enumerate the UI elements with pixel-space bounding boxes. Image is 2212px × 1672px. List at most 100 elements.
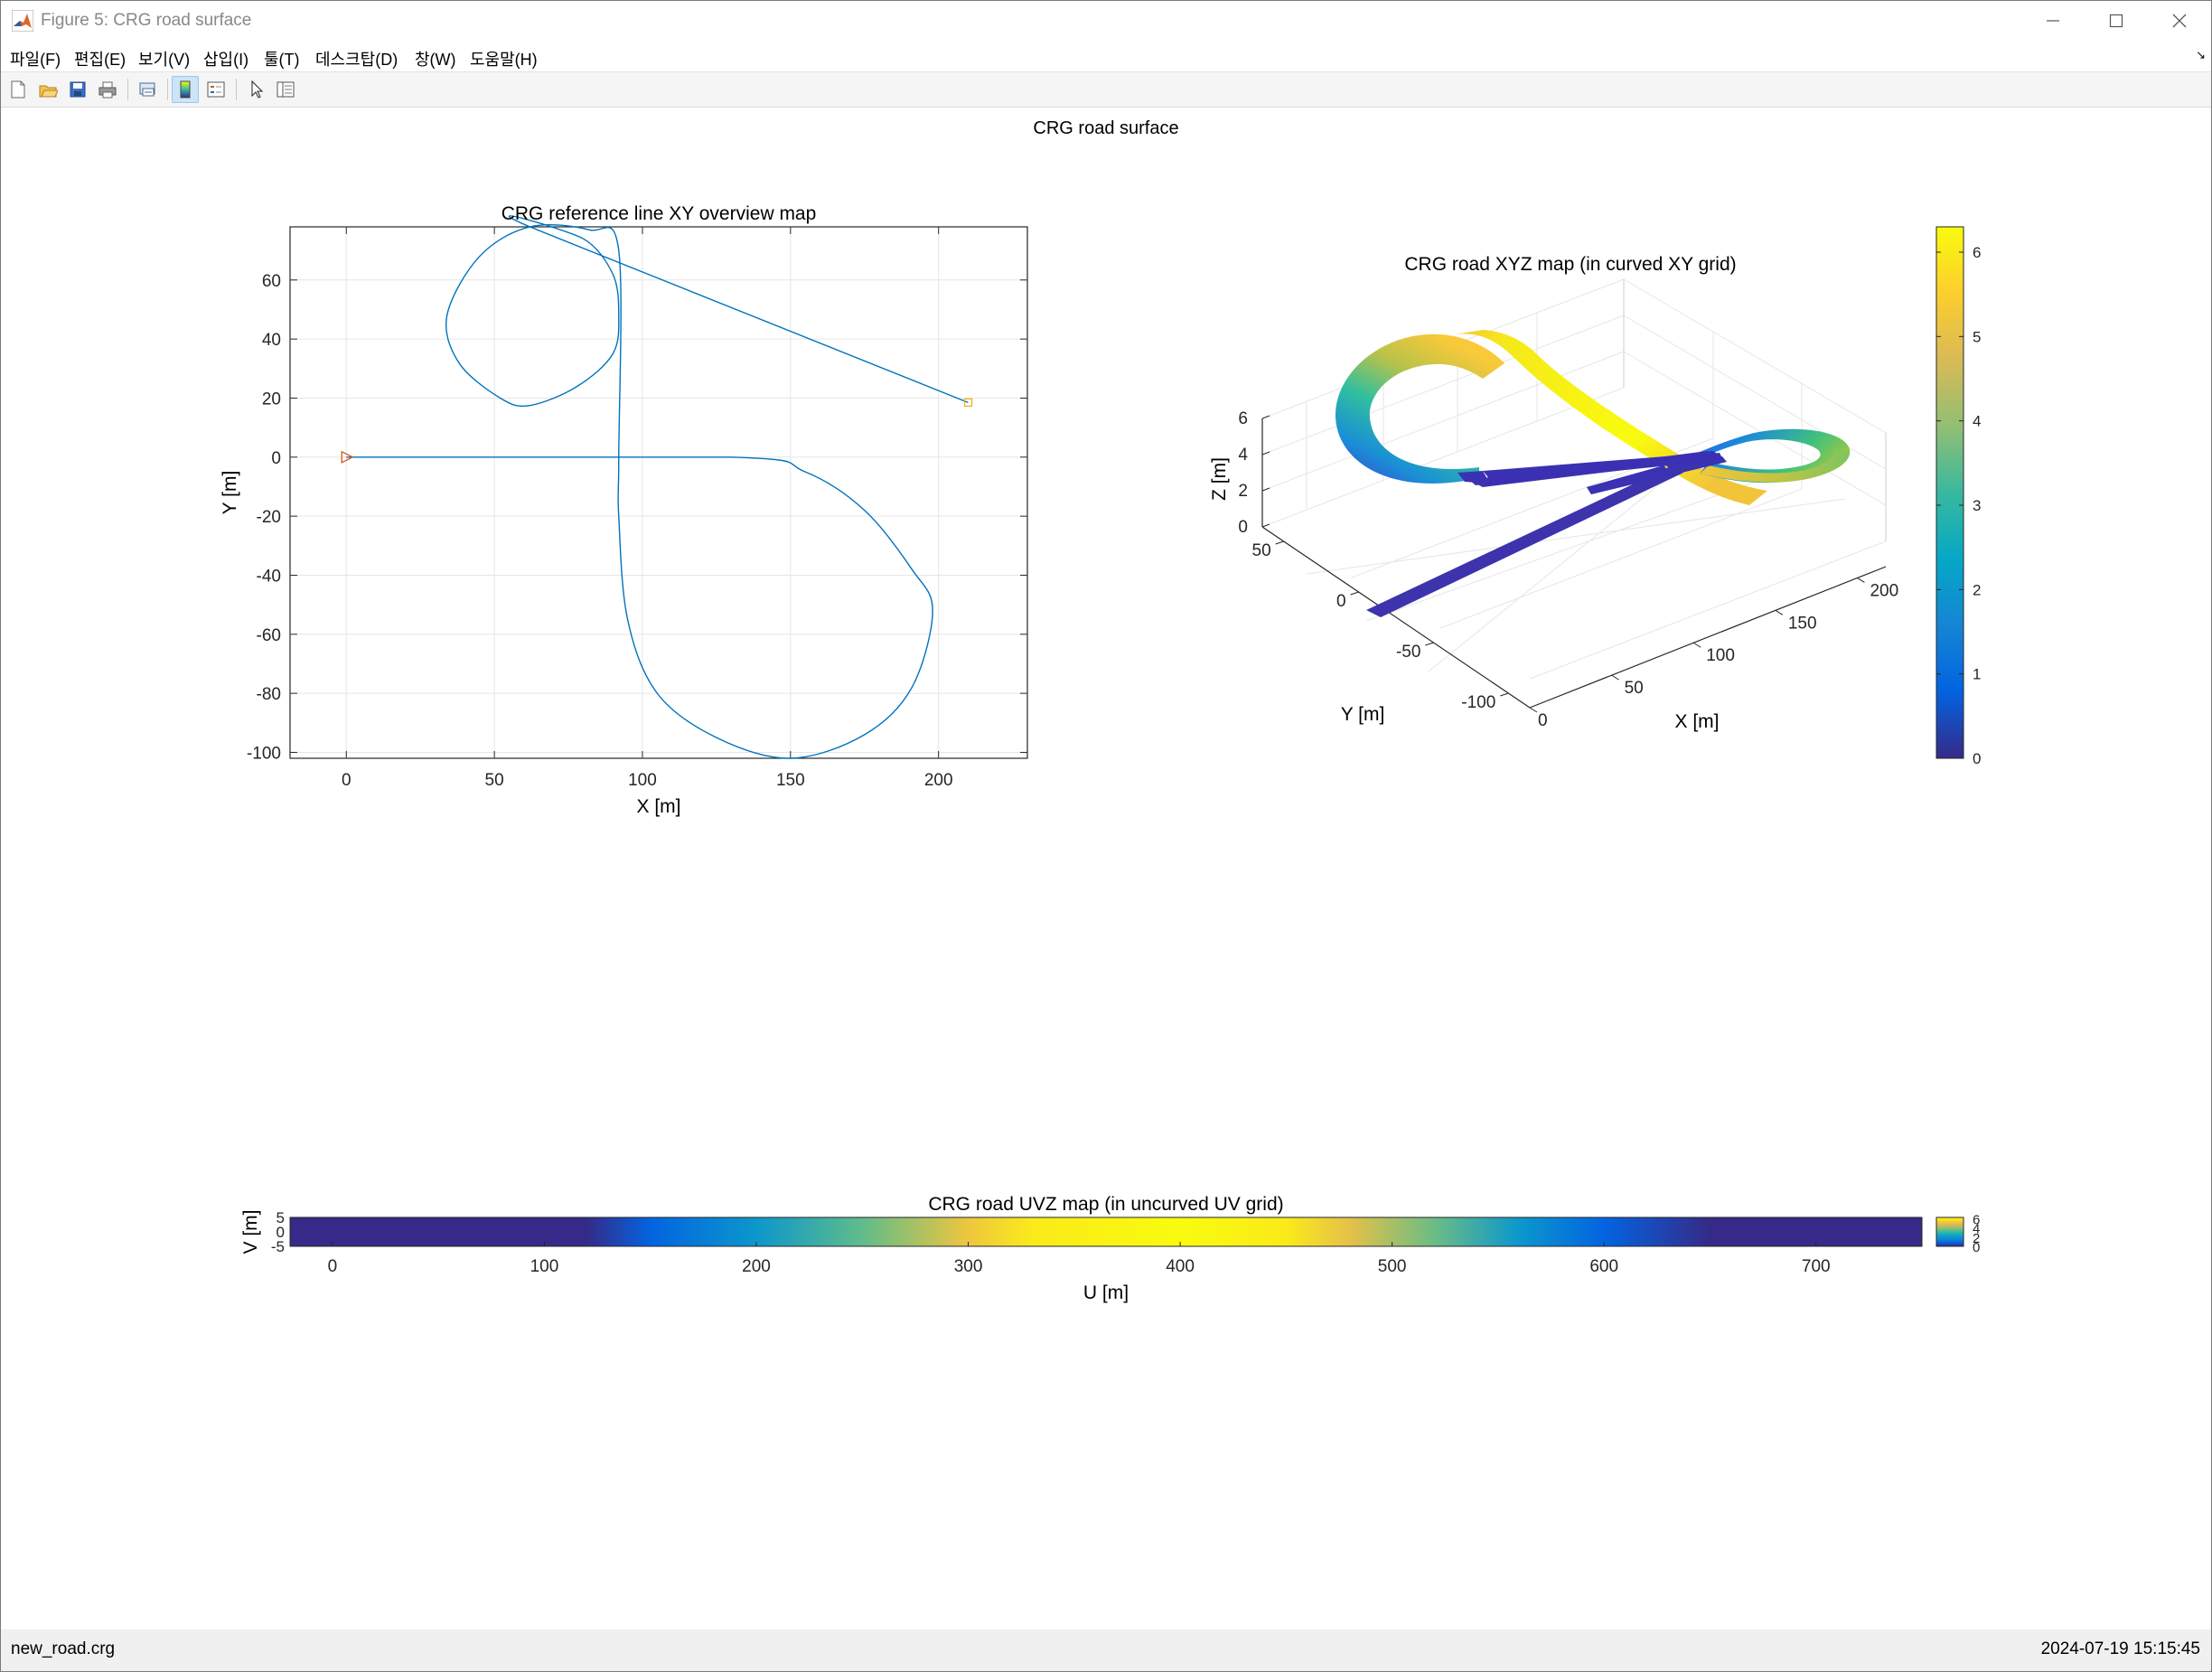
print-button[interactable]: [94, 76, 121, 103]
surface-right-loop-front: [1700, 451, 1850, 483]
toolbar-separator: [127, 79, 128, 100]
xy-tick-label-y: -60: [257, 626, 281, 645]
xy-tick-label-y: -40: [257, 567, 281, 586]
xy-tick-label-y: 40: [262, 331, 281, 350]
xy-tick-label-y: 0: [271, 449, 281, 468]
minimize-button[interactable]: [2021, 1, 2085, 41]
xyz-tick-label-x: 100: [1706, 646, 1735, 665]
menu-view[interactable]: 보기(V): [138, 51, 191, 69]
property-inspector-button[interactable]: [272, 76, 299, 103]
menu-window[interactable]: 창(W): [415, 51, 456, 69]
link-plot-button[interactable]: [134, 76, 161, 103]
uvz-colorbar-tick-label: 6: [1973, 1213, 1980, 1228]
xy-tick-label-x: 50: [485, 771, 504, 790]
xyz-tick-mark-y: [1500, 692, 1509, 697]
maximize-button[interactable]: [2085, 1, 2148, 41]
uvz-plot-title: CRG road UVZ map (in uncurved UV grid): [928, 1194, 1283, 1215]
insert-legend-button[interactable]: [202, 76, 230, 103]
xyz-tick-label-z: 2: [1238, 482, 1248, 501]
new-figure-icon: [11, 80, 25, 99]
xyz-tick-label-y: 0: [1336, 592, 1346, 611]
menu-insert[interactable]: 삽입(I): [203, 51, 249, 69]
toggle-colorbar-button[interactable]: [172, 76, 199, 103]
xy-tick-label-y: -20: [257, 508, 281, 527]
xy-tick-label-x: 150: [776, 771, 805, 790]
xy-tick-label-y: -80: [257, 685, 281, 704]
uvz-colorbar-tick-label: 2: [1973, 1231, 1980, 1246]
menu-file[interactable]: 파일(F): [10, 51, 61, 69]
uvz-colorbar[interactable]: [1936, 1216, 1964, 1247]
xy-tick-label-y: 60: [262, 272, 281, 291]
uvz-tick-label-x: 700: [1802, 1257, 1831, 1276]
maximize-icon: [2109, 14, 2123, 28]
xyz-tick-mark-z: [1261, 415, 1270, 419]
xyz-tick-mark-x: [1857, 578, 1865, 583]
xy-tick-label-y: 20: [262, 390, 281, 409]
xyz-axis-lines: [1261, 418, 1887, 709]
figure-canvas: CRG road surface 0 50 100 150 200 -100 -80 -60-…: [1, 108, 2211, 1644]
status-datetime: 2024-07-19 15:15:45: [2040, 1639, 2200, 1658]
xyz-tick-mark-x: [1529, 707, 1538, 713]
xyz-tick-label-z: 4: [1238, 446, 1248, 465]
xy-tick-label-x: 100: [628, 771, 657, 790]
uvz-ticks: 0 100 200 300 400 500 600 700-505: [271, 1209, 1831, 1276]
toolbar-separator: [236, 79, 237, 100]
menu-tools[interactable]: 툴(T): [264, 51, 300, 69]
xyz-tick-label-z: 0: [1238, 518, 1248, 537]
xy-ticks: 0 50 100 150 200 -100 -80 -60 -40 -20 0 20 40 60: [247, 227, 1027, 790]
title-bar[interactable]: Figure 5: CRG road surface: [1, 1, 2211, 41]
uvz-y-axis-label: V [m]: [240, 1209, 261, 1254]
uvz-tick-label-x: 300: [954, 1257, 983, 1276]
uvz-tick-label-y: 5: [276, 1209, 285, 1226]
uvz-colorbar-tick-label: 4: [1973, 1222, 1980, 1237]
xyz-colorbar-tick-label: 5: [1973, 328, 1981, 345]
xyz-colorbar-tick-label: 2: [1973, 581, 1981, 598]
open-file-button[interactable]: [34, 76, 61, 103]
xyz-colorbar-tick-label: 6: [1973, 244, 1981, 261]
xy-tick-label-x: 0: [342, 771, 351, 790]
close-button[interactable]: [2148, 1, 2211, 41]
end-marker: [963, 398, 973, 408]
menu-desktop[interactable]: 데스크탑(D): [315, 51, 398, 69]
uvz-colorbar-tick-label: 0: [1973, 1240, 1980, 1255]
reference-line: [346, 215, 969, 759]
xyz-grid: [1261, 278, 1887, 680]
xy-tick-label-x: 200: [924, 771, 953, 790]
edit-plot-button[interactable]: [242, 76, 269, 103]
uvz-tick-label-y: -5: [271, 1238, 285, 1255]
xyz-tick-label-y: -100: [1461, 693, 1495, 712]
status-filename: new_road.crg: [11, 1639, 116, 1658]
uvz-tick-label-x: 600: [1589, 1257, 1618, 1276]
xyz-tick-label-x: 200: [1870, 581, 1898, 600]
save-icon: [70, 81, 86, 98]
xy-plot-title: CRG reference line XY overview map: [501, 203, 817, 224]
xyz-y-axis-label: Y [m]: [1341, 704, 1385, 725]
uvz-tick-label-x: 0: [328, 1257, 338, 1276]
uvz-tick-label-y: 0: [276, 1224, 285, 1241]
xyz-tick-label-x: 50: [1625, 679, 1644, 698]
status-bar: new_road.crg 2024-07-19 15:15:45: [1, 1630, 2211, 1671]
menu-edit[interactable]: 편집(E): [74, 51, 127, 69]
window-title: Figure 5: CRG road surface: [41, 11, 252, 30]
xyz-tick-mark-x: [1692, 642, 1701, 648]
uvz-axes: 0 100 200 300 400 500 600 700-505 CRG road UVZ …: [240, 1194, 1980, 1303]
uvz-x-axis-label: U [m]: [1083, 1282, 1129, 1303]
xyz-tick-mark-y: [1425, 642, 1434, 646]
save-button[interactable]: [64, 76, 91, 103]
new-figure-button[interactable]: [5, 76, 32, 103]
start-marker: [341, 450, 354, 464]
xy-overview-axes: 0 50 100 150 200 -100 -80 -60 -40 -20 0 20 40 60 CRG …: [220, 203, 1028, 817]
dock-arrow-icon[interactable]: ↘: [2196, 48, 2206, 61]
uvz-tick-label-x: 500: [1378, 1257, 1407, 1276]
open-file-icon: [39, 85, 58, 98]
figure-plots: CRG road surface 0 50 100 150 200-100-80-60-…: [220, 118, 1981, 1303]
xyz-colorbar[interactable]: [1936, 226, 1964, 759]
xyz-tick-mark-z: [1261, 523, 1270, 528]
xyz-tick-mark-z: [1261, 487, 1270, 492]
menu-help[interactable]: 도움말(H): [470, 51, 538, 69]
surface-left-loop: [1335, 333, 1504, 484]
xyz-x-axis-label: X [m]: [1674, 711, 1719, 732]
xyz-tick-label-z: 6: [1238, 409, 1248, 428]
